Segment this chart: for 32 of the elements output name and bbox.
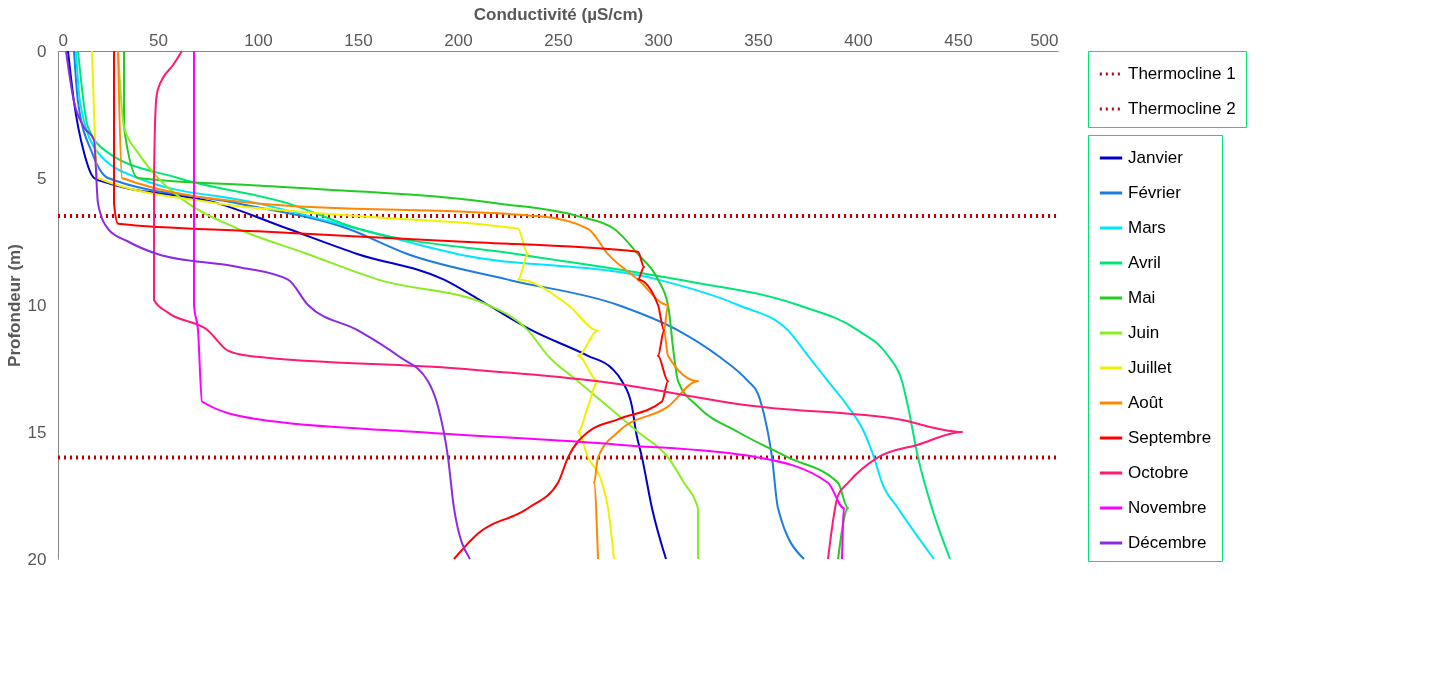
legend-label: Juin <box>1128 323 1160 342</box>
x-tick-label: 400 <box>844 30 873 50</box>
legend-label: Février <box>1128 183 1182 202</box>
x-tick-label: 450 <box>944 30 973 50</box>
x-tick-label: 100 <box>244 30 273 50</box>
legend-label: Août <box>1128 393 1164 412</box>
legend-label: Mai <box>1128 288 1156 307</box>
x-axis-title: Conductivité (µS/cm) <box>473 4 644 24</box>
x-tick-label: 250 <box>544 30 573 50</box>
y-tick-label: 5 <box>37 168 47 188</box>
legend-label: Thermocline 2 <box>1128 99 1236 118</box>
x-tick-label: 50 <box>149 30 168 50</box>
y-axis-title: Profondeur (m) <box>4 244 24 367</box>
y-tick-label: 20 <box>27 549 47 569</box>
legend-label: Mars <box>1128 218 1166 237</box>
y-tick-label: 10 <box>27 295 47 315</box>
line-series <box>65 50 471 560</box>
x-tick-label: 150 <box>344 30 373 50</box>
legend-label: Thermocline 1 <box>1128 64 1236 83</box>
x-tick-label: 500 <box>1030 30 1059 50</box>
legend-label: Novembre <box>1128 498 1207 517</box>
legend-label: Septembre <box>1128 428 1212 447</box>
legend-label: Janvier <box>1128 148 1184 167</box>
legend-label: Avril <box>1128 253 1161 272</box>
x-tick-label: 0 <box>58 30 68 50</box>
y-tick-label: 15 <box>27 422 47 442</box>
legend-label: Juillet <box>1128 358 1172 377</box>
x-tick-label: 300 <box>644 30 673 50</box>
legend-label: Octobre <box>1128 463 1189 482</box>
x-tick-label: 200 <box>444 30 473 50</box>
x-tick-label: 350 <box>744 30 773 50</box>
legend-label: Décembre <box>1128 533 1207 552</box>
